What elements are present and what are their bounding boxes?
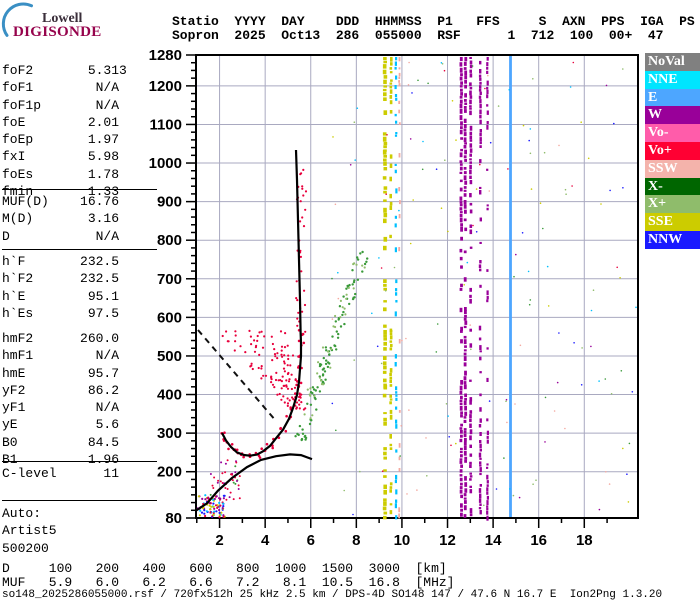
svg-text:14: 14	[485, 532, 502, 549]
svg-text:900: 900	[157, 194, 182, 211]
svg-text:6: 6	[307, 532, 315, 549]
svg-text:1200: 1200	[149, 78, 182, 95]
svg-text:2: 2	[215, 532, 223, 549]
svg-text:80: 80	[165, 510, 182, 527]
svg-text:500: 500	[157, 348, 182, 365]
svg-text:400: 400	[157, 387, 182, 404]
svg-text:1000: 1000	[149, 155, 182, 172]
svg-text:600: 600	[157, 309, 182, 326]
svg-text:8: 8	[352, 532, 360, 549]
svg-text:12: 12	[439, 532, 456, 549]
svg-text:700: 700	[157, 271, 182, 288]
svg-text:16: 16	[530, 532, 547, 549]
svg-text:18: 18	[576, 532, 593, 549]
svg-text:300: 300	[157, 425, 182, 442]
svg-text:1280: 1280	[149, 47, 182, 64]
svg-text:4: 4	[261, 532, 270, 549]
svg-text:1100: 1100	[149, 116, 182, 133]
svg-text:200: 200	[157, 464, 182, 481]
svg-text:10: 10	[394, 532, 411, 549]
svg-text:800: 800	[157, 232, 182, 249]
